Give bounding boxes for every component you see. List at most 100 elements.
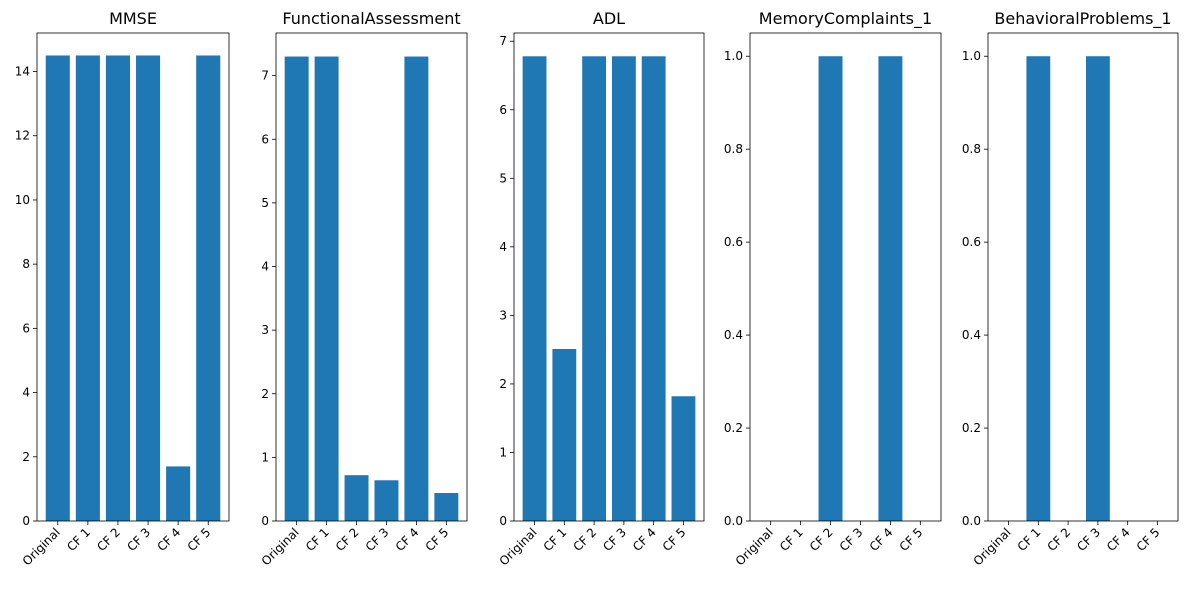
y-tick-label: 0.8 <box>724 142 743 156</box>
x-tick-label: CF 1 <box>303 525 332 554</box>
bar-cf-1 <box>314 56 339 521</box>
bar-cf-2 <box>582 56 607 521</box>
y-tick-label: 2 <box>261 387 269 401</box>
y-tick-label: 1 <box>499 445 507 459</box>
y-tick-label: 1.0 <box>962 49 981 63</box>
bar-cf-4 <box>878 56 903 521</box>
chart-panel-behavioralproblems-1: BehavioralProblems_1 0.0 0.2 0.4 0.6 0.8 1.0 Or… <box>962 9 1179 568</box>
x-tick-label: Original <box>497 525 540 568</box>
x-tick-label: CF 5 <box>1134 525 1163 554</box>
x-tick-label: CF 4 <box>630 525 659 554</box>
y-tick-label: 1.0 <box>724 49 743 63</box>
bar-cf-4 <box>404 56 429 521</box>
chart-panel-functionalassessment: FunctionalAssessment 0 1 2 3 4 5 6 7 Original CF 1… <box>259 9 468 568</box>
plot-frame <box>987 32 1179 522</box>
x-tick-label: CF 1 <box>541 525 570 554</box>
y-tick-label: 2 <box>22 450 30 464</box>
y-tick-label: 1 <box>261 450 269 464</box>
y-tick-label: 0 <box>261 514 269 528</box>
x-tick-label: CF 2 <box>807 525 836 554</box>
x-tick-label: CF 4 <box>154 525 183 554</box>
bar-cf-3 <box>136 55 161 521</box>
bar-cf-2 <box>105 55 130 521</box>
y-tick-label: 0.2 <box>724 421 743 435</box>
chart-title: ADL <box>593 9 625 28</box>
y-tick-label: 6 <box>22 321 30 335</box>
y-tick-label: 14 <box>15 65 30 79</box>
bar-cf-2 <box>344 475 369 521</box>
x-tick-label: CF 4 <box>1104 525 1133 554</box>
chart-title: FunctionalAssessment <box>282 9 460 28</box>
x-tick-label: CF 5 <box>185 525 214 554</box>
chart-panel-adl: ADL 0 1 2 3 4 5 6 7 Original CF 1 CF 2 CF 3 CF 4 CF 5 <box>497 9 705 568</box>
y-tick-label: 0.2 <box>962 421 981 435</box>
y-tick-label: 0.8 <box>962 142 981 156</box>
x-tick-label: CF 1 <box>1015 525 1044 554</box>
bar-original <box>45 55 70 521</box>
x-tick-label: CF 5 <box>897 525 926 554</box>
bar-cf-5 <box>434 493 459 521</box>
bar-cf-1 <box>1026 56 1051 521</box>
x-tick-label: CF 4 <box>393 525 422 554</box>
bar-cf-2 <box>818 56 843 521</box>
x-tick-label: CF 4 <box>867 525 896 554</box>
x-tick-label: CF 1 <box>64 525 93 554</box>
bar-cf-4 <box>166 466 191 521</box>
y-tick-label: 8 <box>22 257 30 271</box>
x-tick-label: CF 5 <box>660 525 689 554</box>
chart-title: MMSE <box>109 9 157 28</box>
plot-frame <box>513 32 705 522</box>
y-tick-label: 3 <box>499 308 507 322</box>
x-tick-label: CF 3 <box>600 525 629 554</box>
x-tick-label: Original <box>20 525 63 568</box>
y-tick-label: 3 <box>261 323 269 337</box>
x-tick-label: CF 2 <box>94 525 123 554</box>
bar-cf-3 <box>1085 56 1110 521</box>
y-tick-label: 12 <box>15 129 30 143</box>
x-tick-label: Original <box>733 525 776 568</box>
y-tick-label: 5 <box>261 196 269 210</box>
bar-original <box>284 56 309 521</box>
bar-cf-3 <box>611 56 636 521</box>
x-tick-label: CF 3 <box>837 525 866 554</box>
plot-frame <box>275 32 468 522</box>
y-tick-label: 6 <box>499 103 507 117</box>
x-tick-label: Original <box>259 525 302 568</box>
chart-title: MemoryComplaints_1 <box>759 9 932 29</box>
x-tick-label: CF 1 <box>777 525 806 554</box>
x-tick-label: CF 3 <box>124 525 153 554</box>
x-tick-label: CF 2 <box>570 525 599 554</box>
bar-cf-5 <box>196 55 221 521</box>
x-tick-label: Original <box>971 525 1014 568</box>
y-tick-label: 5 <box>499 171 507 185</box>
y-tick-label: 0.4 <box>962 328 981 342</box>
plot-frame <box>749 32 942 522</box>
y-tick-label: 7 <box>499 34 507 48</box>
plot-frame <box>36 32 230 522</box>
y-tick-label: 0.0 <box>724 514 743 528</box>
bar-cf-1 <box>552 348 577 521</box>
y-tick-label: 4 <box>22 386 30 400</box>
y-tick-label: 0.0 <box>962 514 981 528</box>
y-tick-label: 10 <box>15 193 30 207</box>
y-tick-label: 4 <box>499 240 507 254</box>
bar-cf-5 <box>671 396 696 521</box>
x-tick-label: CF 2 <box>333 525 362 554</box>
y-tick-label: 4 <box>261 260 269 274</box>
bar-original <box>522 56 547 521</box>
y-tick-label: 0 <box>499 514 507 528</box>
y-tick-label: 0.6 <box>724 235 743 249</box>
y-tick-label: 0 <box>22 514 30 528</box>
bar-cf-1 <box>75 55 100 521</box>
x-tick-label: CF 2 <box>1044 525 1073 554</box>
y-tick-label: 6 <box>261 132 269 146</box>
x-tick-label: CF 5 <box>423 525 452 554</box>
bar-cf-3 <box>374 480 399 521</box>
y-tick-label: 7 <box>261 69 269 83</box>
x-tick-label: CF 3 <box>363 525 392 554</box>
y-tick-label: 0.4 <box>724 328 743 342</box>
bar-cf-4 <box>641 56 666 521</box>
y-tick-label: 0.6 <box>962 235 981 249</box>
